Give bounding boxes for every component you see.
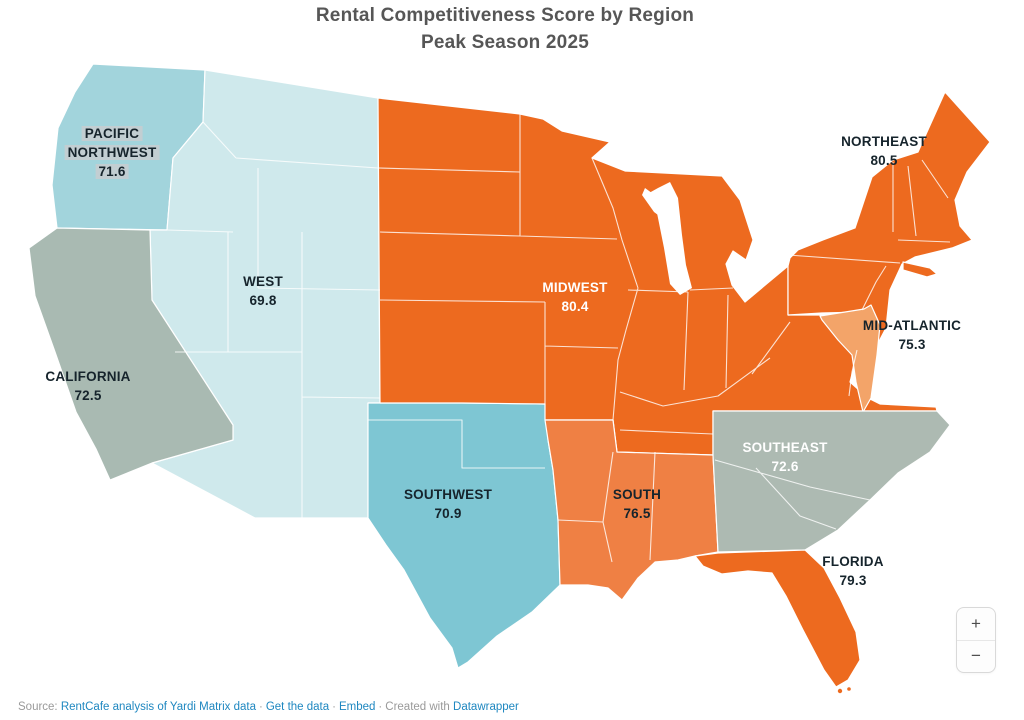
region-long-island[interactable] — [902, 261, 938, 278]
region-california[interactable] — [28, 227, 234, 481]
footer-separator: · — [332, 701, 336, 713]
footer-separator: · — [259, 701, 263, 713]
footer-separator: · — [378, 701, 383, 713]
source-prefix: Source: — [18, 701, 61, 713]
region-florida-keys[interactable] — [847, 687, 851, 691]
zoom-out-button[interactable]: − — [957, 641, 995, 673]
title-line-2: Peak Season 2025 — [421, 32, 589, 53]
region-southeast[interactable] — [712, 410, 951, 553]
datawrapper-link[interactable]: Datawrapper — [453, 701, 519, 713]
region-mid-atlantic[interactable] — [819, 304, 881, 413]
chart-title: Rental Competitiveness Score by Region P… — [0, 2, 1010, 56]
region-south[interactable] — [544, 419, 719, 601]
region-southwest[interactable] — [367, 402, 561, 669]
title-line-1: Rental Competitiveness Score by Region — [315, 5, 695, 26]
footer: Source: RentCafe analysis of Yardi Matri… — [18, 701, 519, 713]
region-florida[interactable] — [694, 549, 861, 688]
map-zoom-control: + − — [956, 607, 996, 673]
lake-michigan-shape — [642, 182, 692, 295]
zoom-in-button[interactable]: + — [957, 608, 995, 641]
source-link[interactable]: RentCafe analysis of Yardi Matrix data — [60, 701, 256, 713]
region-northeast[interactable] — [787, 91, 991, 348]
created-with-text: Created with — [385, 701, 450, 713]
region-florida-keys[interactable] — [837, 688, 843, 694]
state-borders — [166, 114, 951, 563]
get-the-data-link[interactable]: Get the data — [265, 701, 330, 713]
embed-link[interactable]: Embed — [338, 701, 376, 713]
